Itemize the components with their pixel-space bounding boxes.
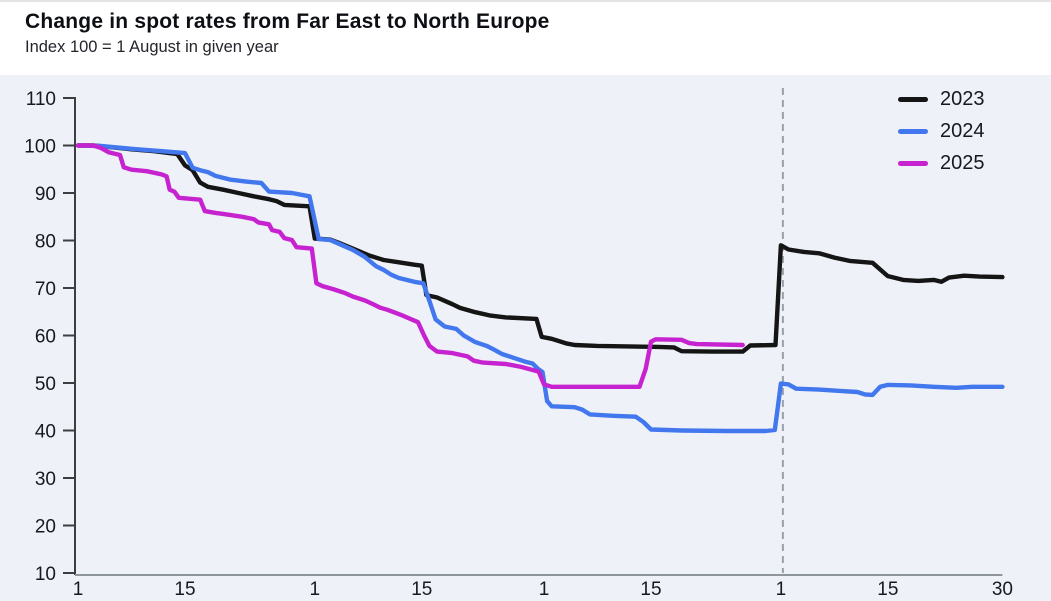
legend-swatch-2024 bbox=[898, 129, 928, 134]
legend-label: 2023 bbox=[940, 88, 985, 110]
y-axis-label: 40 bbox=[35, 422, 56, 443]
chart-title: Change in spot rates from Far East to No… bbox=[25, 10, 550, 33]
legend-label: 2025 bbox=[940, 152, 985, 174]
y-axis-label: 70 bbox=[35, 279, 56, 300]
x-axis-label: 15 bbox=[877, 579, 898, 600]
legend-swatch-2025 bbox=[898, 161, 928, 166]
chart-subtitle: Index 100 = 1 August in given year bbox=[25, 38, 279, 57]
chart-header: Change in spot rates from Far East to No… bbox=[0, 0, 1051, 75]
y-axis-label: 80 bbox=[35, 232, 56, 253]
x-axis-label: 1 bbox=[539, 579, 550, 600]
series-line-2024 bbox=[75, 143, 1005, 434]
x-axis-label: 1 bbox=[776, 579, 787, 600]
legend-swatch-2023 bbox=[898, 97, 928, 102]
y-axis-label: 90 bbox=[35, 184, 56, 205]
legend-label: 2024 bbox=[940, 120, 985, 142]
y-axis-label: 20 bbox=[35, 517, 56, 538]
y-axis-label: 60 bbox=[35, 327, 56, 348]
legend: 2023 2024 2025 bbox=[898, 88, 985, 175]
y-axis-label: 30 bbox=[35, 469, 56, 490]
x-axis-label: 1 bbox=[73, 579, 84, 600]
x-axis-label: 15 bbox=[640, 579, 661, 600]
series-line-2025 bbox=[75, 143, 745, 389]
x-axis-label: 1 bbox=[310, 579, 321, 600]
legend-item-2025: 2025 bbox=[898, 152, 985, 175]
y-axis-label: 110 bbox=[26, 89, 56, 110]
x-axis-label: 30 bbox=[992, 579, 1013, 600]
x-axis-label: 15 bbox=[411, 579, 432, 600]
y-axis-label: 50 bbox=[35, 374, 56, 395]
legend-item-2023: 2023 bbox=[898, 88, 985, 111]
y-axis-label: 10 bbox=[35, 564, 56, 585]
series-line-2023 bbox=[75, 143, 1005, 354]
x-axis-label: 15 bbox=[174, 579, 195, 600]
y-axis-label: 100 bbox=[24, 137, 56, 158]
legend-item-2024: 2024 bbox=[898, 120, 985, 143]
